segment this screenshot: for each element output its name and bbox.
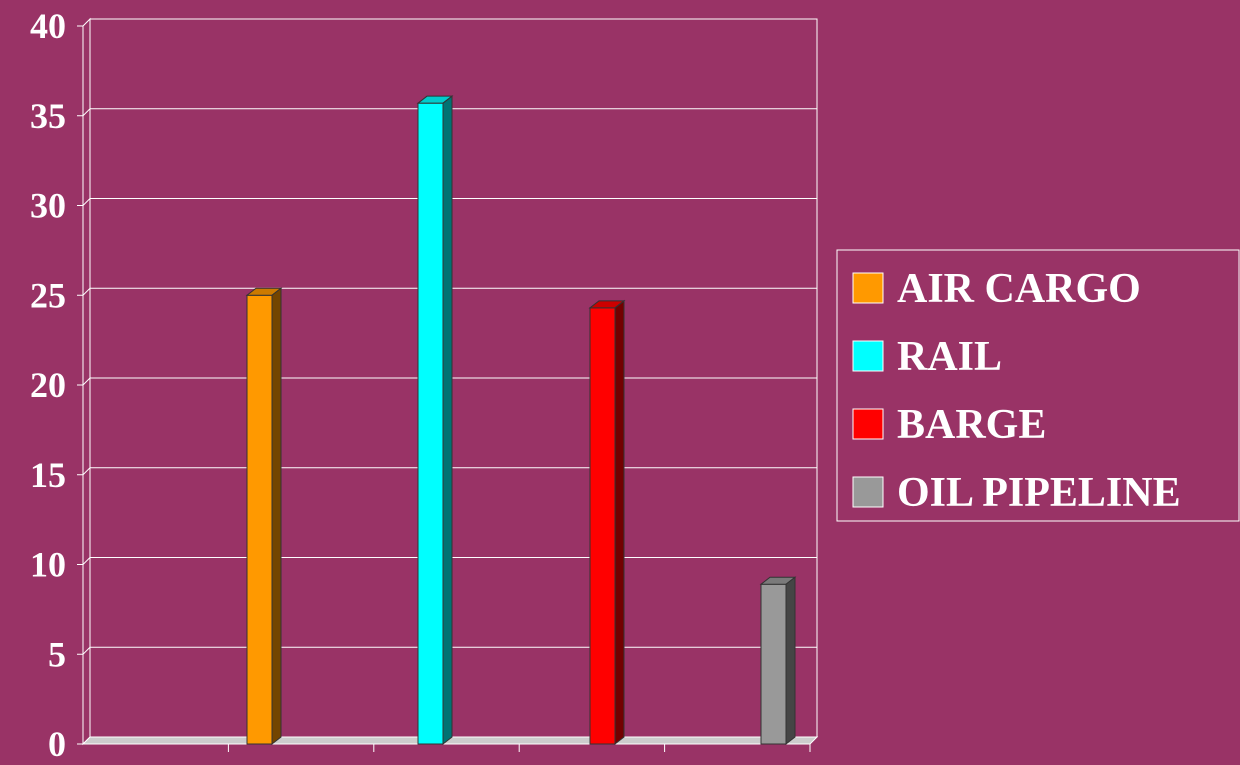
gridline-side	[82, 467, 91, 476]
y-tick-label: 25	[30, 275, 66, 315]
y-tick-label: 30	[30, 186, 66, 226]
y-tick-label: 35	[30, 96, 66, 136]
gridline-side	[82, 377, 91, 386]
y-tick-label: 20	[30, 365, 66, 405]
legend-swatch	[852, 272, 884, 304]
legend-label: RAIL	[897, 334, 1002, 380]
legend-label: OIL PIPELINE	[897, 470, 1181, 516]
y-tick-label: 5	[48, 634, 66, 674]
legend-label: AIR CARGO	[897, 266, 1141, 312]
bar-side	[271, 287, 282, 746]
bar-air-cargo	[246, 294, 273, 745]
y-tick-label: 15	[30, 455, 66, 495]
legend-label: BARGE	[897, 402, 1046, 448]
bar-rail	[417, 102, 444, 745]
bar-barge	[589, 307, 616, 745]
bar-side	[614, 299, 625, 746]
legend-box	[836, 249, 1240, 522]
legend-swatch	[852, 340, 884, 372]
bar-side	[785, 576, 796, 746]
bars	[245, 95, 797, 746]
bar-side	[442, 95, 453, 746]
gridline-side	[82, 198, 91, 206]
y-tick-labels: 0 5 10 15 20 25 30 35 40	[30, 6, 66, 764]
y-tick-label: 0	[48, 724, 66, 760]
y-tick-label: 10	[30, 545, 66, 585]
axes	[77, 25, 811, 752]
y-tick-label: 40	[30, 6, 66, 46]
gridline-side	[82, 287, 91, 296]
legend: AIR CARGO RAIL BARGE OIL PIPELINE	[836, 249, 1240, 522]
legend-swatch	[852, 408, 884, 440]
gridline-side	[82, 557, 91, 565]
legend-swatch	[852, 476, 884, 508]
gridlines	[82, 108, 817, 655]
gridline-side	[82, 646, 91, 655]
bar-oil-pipeline	[760, 583, 787, 745]
gridline-side	[82, 108, 91, 117]
